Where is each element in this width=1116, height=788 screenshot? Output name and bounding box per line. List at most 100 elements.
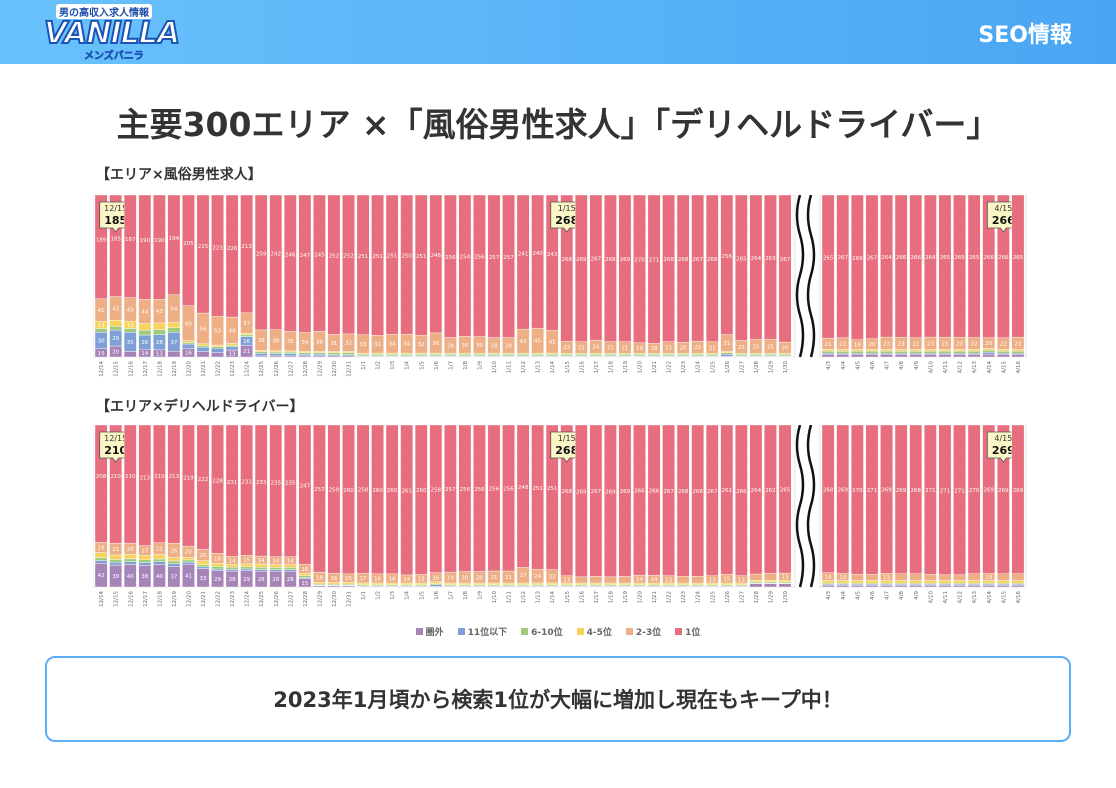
data-label: 35: [127, 340, 134, 346]
bar-segment: [720, 425, 734, 575]
x-tick-label: 1/8: [463, 361, 469, 370]
data-label: 65: [185, 321, 192, 327]
bar-segment: [574, 582, 588, 585]
data-label: 33: [360, 342, 367, 348]
bar-segment: [982, 585, 996, 588]
data-label: 256: [460, 487, 471, 493]
data-label: 258: [431, 487, 442, 493]
data-label: 36: [316, 339, 323, 345]
data-label: 185: [110, 237, 121, 243]
data-label: 13: [229, 351, 236, 357]
data-label: 260: [387, 488, 398, 494]
data-label: 16: [243, 339, 250, 345]
x-tick-label: 4/7: [885, 361, 891, 370]
x-tick-label: 12/22: [216, 361, 222, 377]
data-label: 21: [607, 345, 614, 351]
bar-segment: [502, 425, 515, 572]
bar-segment: [138, 559, 152, 563]
bar-segment: [953, 195, 966, 338]
bar-segment: [938, 425, 952, 576]
bar-segment: [138, 555, 152, 561]
x-tick-label: 12/26: [274, 591, 280, 607]
data-label: 20: [127, 547, 134, 553]
data-label: 266: [911, 255, 922, 261]
bar-segment: [211, 568, 224, 571]
bar-segment: [487, 582, 501, 585]
x-tick-label: 1/12: [521, 361, 527, 373]
x-tick-label: 1/9: [477, 591, 483, 600]
data-label: 37: [170, 340, 177, 346]
data-label: 268: [562, 257, 573, 263]
data-label: 23: [898, 341, 905, 347]
bar-segment: [997, 585, 1010, 588]
x-tick-label: 1/11: [507, 591, 513, 603]
vanilla-logo[interactable]: 男の高収入求人情報 VANILLA メンズバニラ: [43, 4, 181, 63]
data-label: 269: [576, 257, 587, 263]
bar-segment: [836, 354, 850, 358]
bar-segment: [167, 563, 181, 567]
bar-segment: [196, 351, 210, 358]
data-label: 260: [372, 488, 383, 494]
bar-segment: [633, 354, 646, 357]
bar-segment: [487, 354, 501, 357]
data-label: 30: [461, 343, 468, 349]
bar-segment: [240, 195, 254, 313]
callout-value: 266: [992, 214, 1015, 227]
data-label: 258: [358, 488, 369, 494]
bar-segment: [167, 195, 181, 295]
bar-segment: [938, 585, 952, 588]
data-label: 205: [183, 241, 194, 247]
logo-sub: メンズバニラ: [84, 51, 144, 63]
data-label: 187: [125, 237, 136, 243]
x-tick-label: 1/29: [768, 361, 774, 374]
bar-segment: [589, 576, 603, 584]
data-label: 16: [374, 576, 381, 582]
x-tick-label: 12/28: [303, 591, 309, 607]
x-tick-label: 12/26: [274, 361, 280, 377]
bar-segment: [1011, 573, 1025, 581]
callout-date: 12/15: [104, 434, 127, 443]
bar-segment: [909, 349, 923, 352]
x-tick-label: 1/18: [608, 591, 614, 604]
x-tick-label: 1/23: [681, 361, 687, 374]
bar-segment: [982, 351, 996, 355]
bar-segment: [109, 559, 123, 563]
bar-segment: [269, 564, 283, 568]
legend-label: 11位以下: [467, 628, 508, 638]
bar-segment: [735, 425, 748, 576]
callout-date: 1/15: [558, 204, 576, 213]
bar-segment: [1011, 349, 1025, 352]
bar-segment: [821, 349, 835, 352]
x-tick-label: 1/21: [652, 591, 658, 603]
data-label: 257: [445, 487, 456, 493]
bar-segment: [371, 195, 384, 336]
bar-segment: [269, 569, 283, 572]
bar-segment: [473, 354, 486, 357]
x-tick-label: 4/5: [855, 591, 861, 600]
bar-segment: [909, 350, 923, 354]
data-label: 269: [984, 488, 995, 494]
summary-text: 2023年1月頃から検索1位が大幅に増加し現在もキープ中！: [273, 688, 843, 712]
x-tick-label: 4/12: [958, 591, 964, 603]
data-label: 256: [445, 255, 456, 261]
bar-segment: [589, 425, 603, 577]
data-label: 14: [229, 558, 236, 564]
bar-segment: [778, 354, 792, 357]
bar-segment: [371, 582, 384, 585]
data-label: 248: [518, 485, 529, 491]
data-label: 267: [867, 256, 878, 262]
bar-segment: [385, 582, 399, 585]
bar-segment: [269, 195, 283, 330]
bar-segment: [473, 425, 486, 572]
bar-segment: [749, 580, 763, 583]
bar-segment: [356, 582, 370, 585]
bar-segment: [618, 195, 632, 342]
data-label: 226: [227, 246, 238, 252]
bar-segment: [647, 425, 661, 576]
bar-segment: [414, 582, 428, 585]
data-label: 14: [403, 577, 410, 583]
bar-segment: [836, 425, 850, 574]
bar-segment: [153, 322, 166, 330]
bar-segment: [764, 583, 777, 588]
